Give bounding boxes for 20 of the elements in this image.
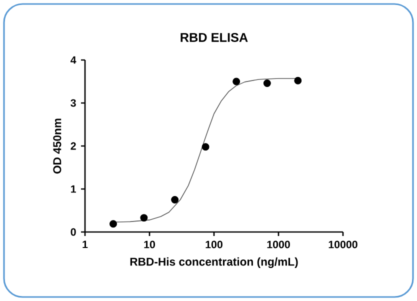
x-tick-label: 1000 — [267, 240, 290, 248]
point — [140, 214, 148, 222]
point — [110, 220, 117, 228]
x-tick-label: 1 — [82, 240, 88, 248]
y-tick-label: 1 — [71, 185, 76, 193]
x-tick-label: 10000 — [328, 240, 358, 248]
point — [263, 79, 271, 87]
y-tick-label: 0 — [70, 228, 76, 236]
y-tick-label: 3 — [70, 99, 76, 107]
x-axis-title: RBD-His concentration (ng/mL) — [130, 257, 298, 268]
x-tick-label: 100 — [206, 240, 222, 248]
point — [171, 196, 179, 204]
x-tick-label: 10 — [144, 240, 155, 248]
y-axis-title: OD 450nm — [53, 118, 62, 174]
chart-title: RBD ELISA — [180, 32, 248, 42]
point — [232, 78, 240, 86]
point — [202, 143, 210, 151]
point — [294, 76, 302, 84]
y-tick-label: 2 — [70, 142, 76, 150]
y-tick-label: 4 — [70, 56, 76, 64]
